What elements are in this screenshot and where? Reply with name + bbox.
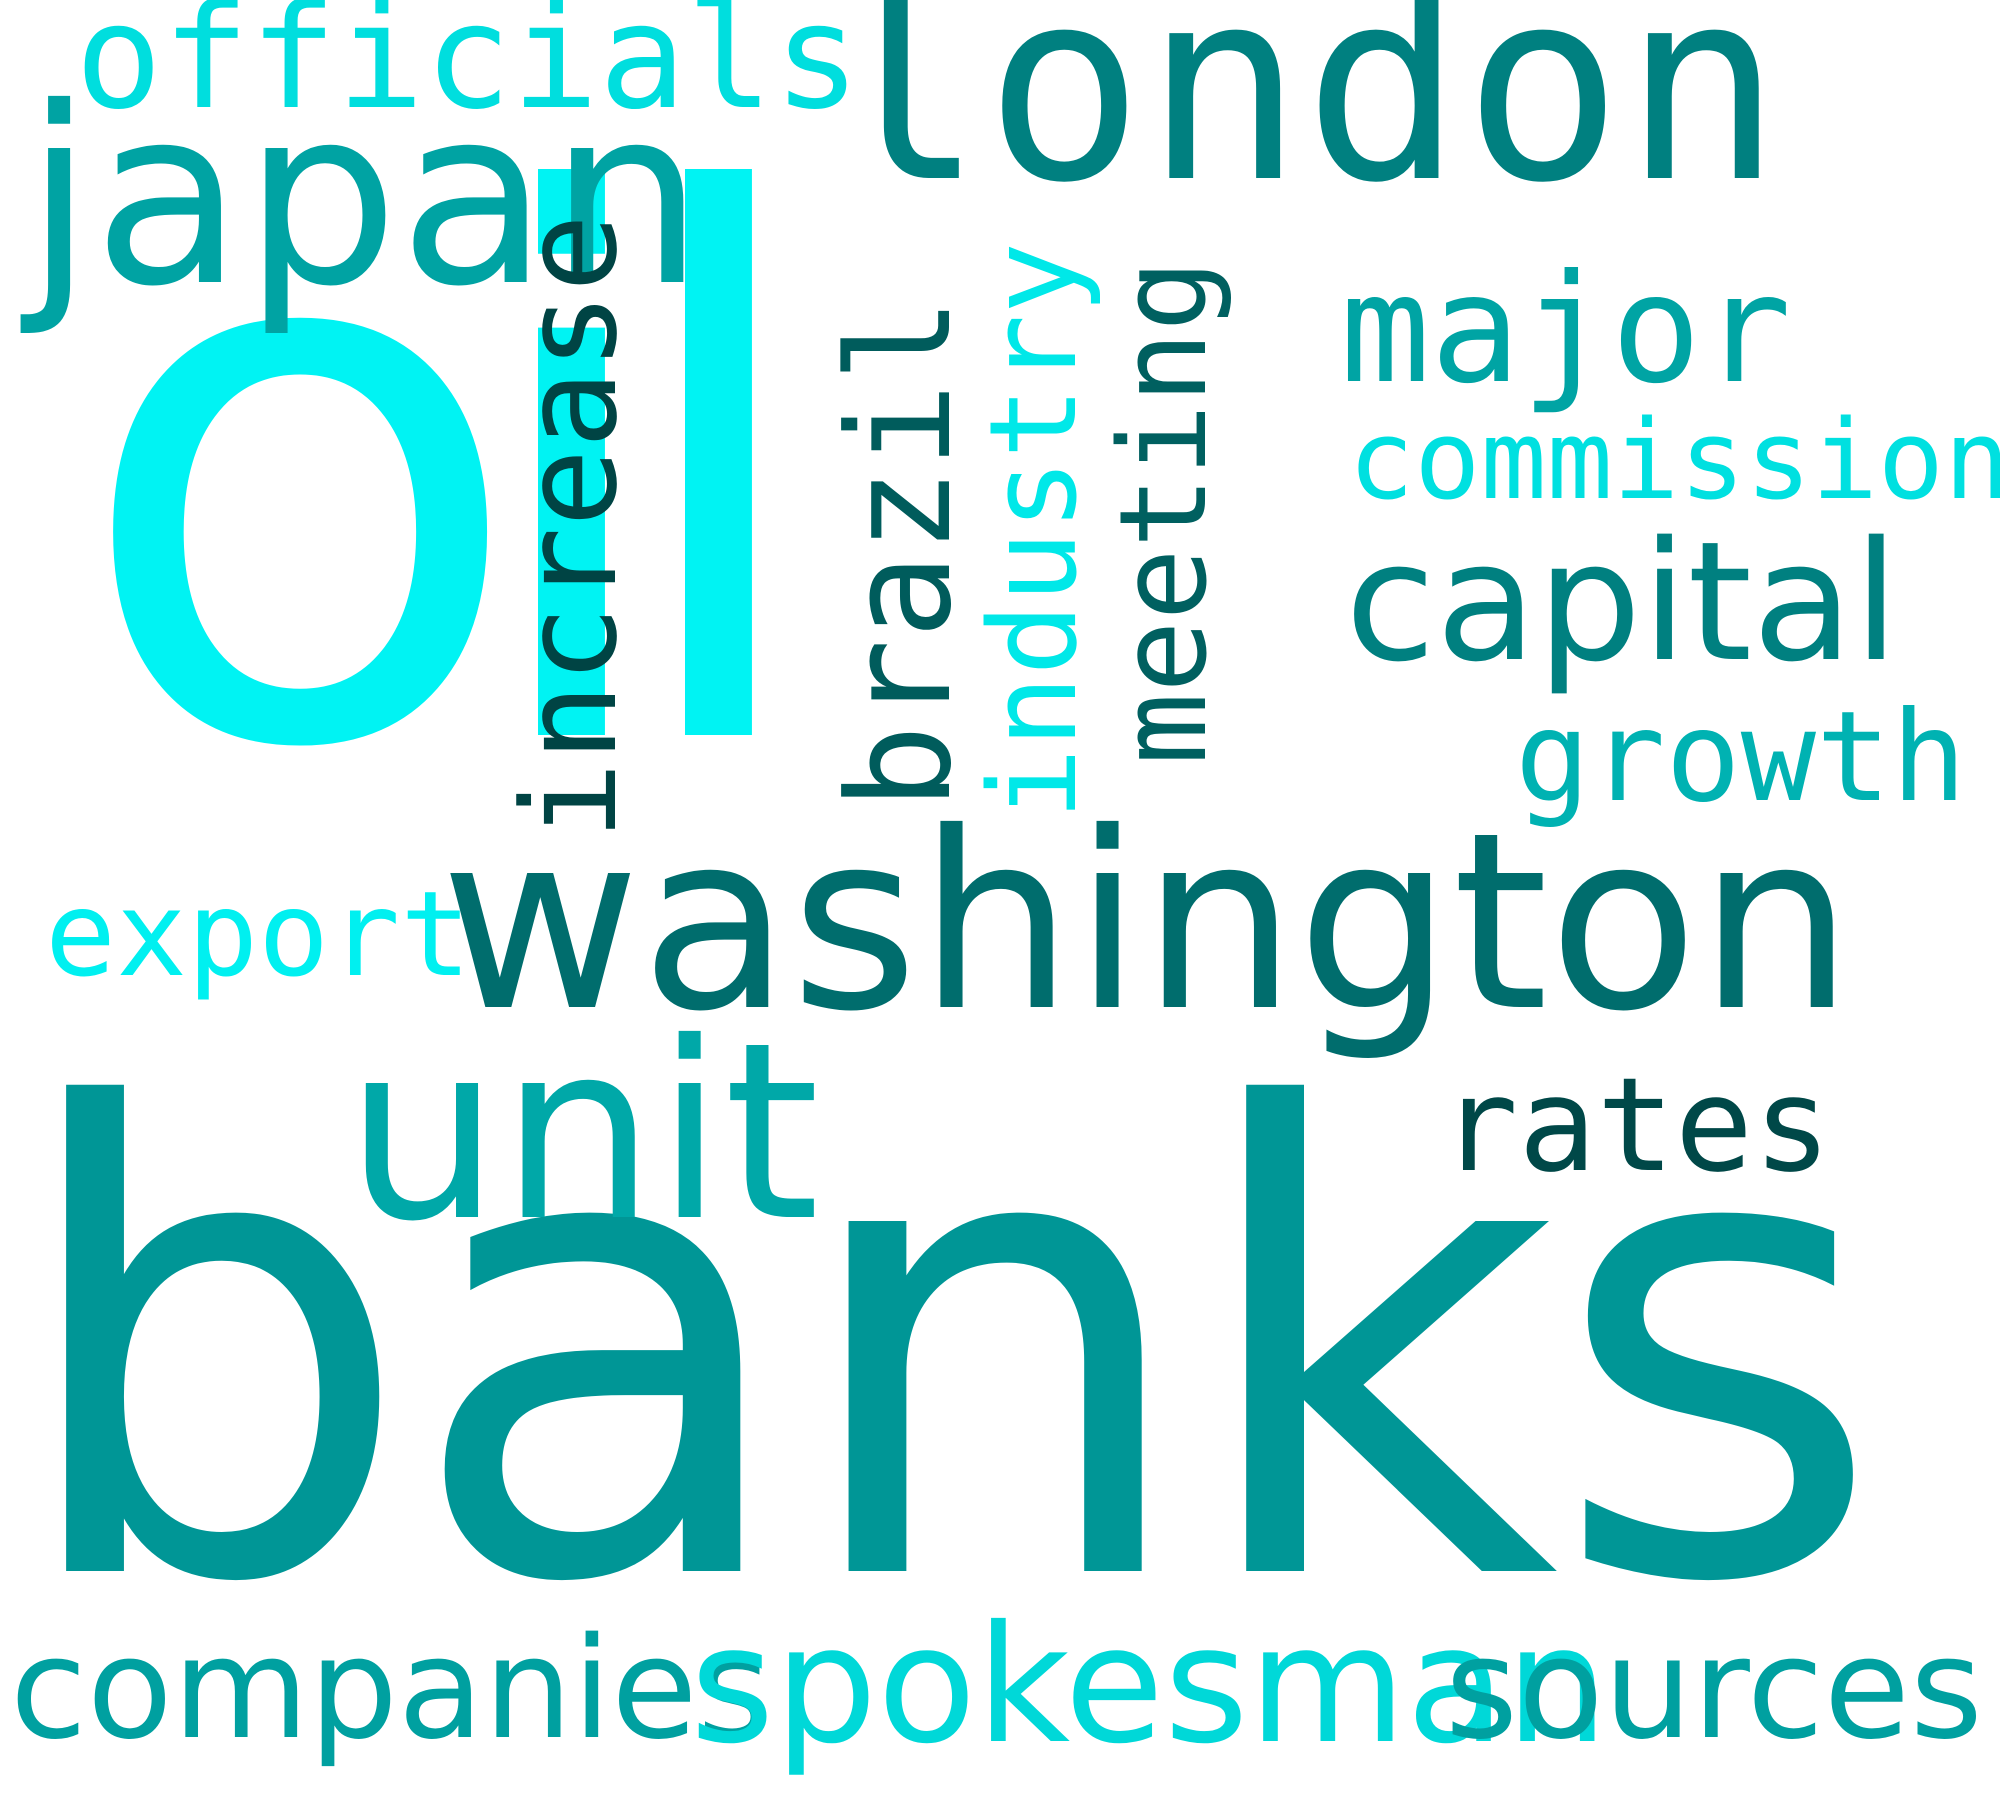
word-rates: rates <box>1440 1049 1832 1201</box>
word-washington: washington <box>440 780 1854 1065</box>
word-sources: sources <box>1445 1608 1983 1771</box>
word-officials: officials <box>75 0 861 142</box>
word-increase: increase <box>494 213 646 840</box>
word-companies: companies <box>10 1608 771 1771</box>
word-commission: commission <box>1348 396 2000 524</box>
word-london: london <box>825 0 1783 241</box>
word-industry: industry <box>965 242 1104 820</box>
word-brazil: brazil <box>818 297 983 810</box>
word-unit: unit <box>345 990 820 1275</box>
word-growth: growth <box>1515 685 1967 830</box>
word-export: export <box>45 865 472 1003</box>
word-major: major <box>1340 243 1792 417</box>
word-meeting: meeting <box>1095 259 1234 765</box>
word-banks: banks <box>8 977 1884 1722</box>
word-capital: capital <box>1345 506 1900 698</box>
word-spokesman: spokesman <box>690 1592 1609 1780</box>
word-japan: japan <box>25 55 705 340</box>
word-oil: oil <box>72 43 822 911</box>
